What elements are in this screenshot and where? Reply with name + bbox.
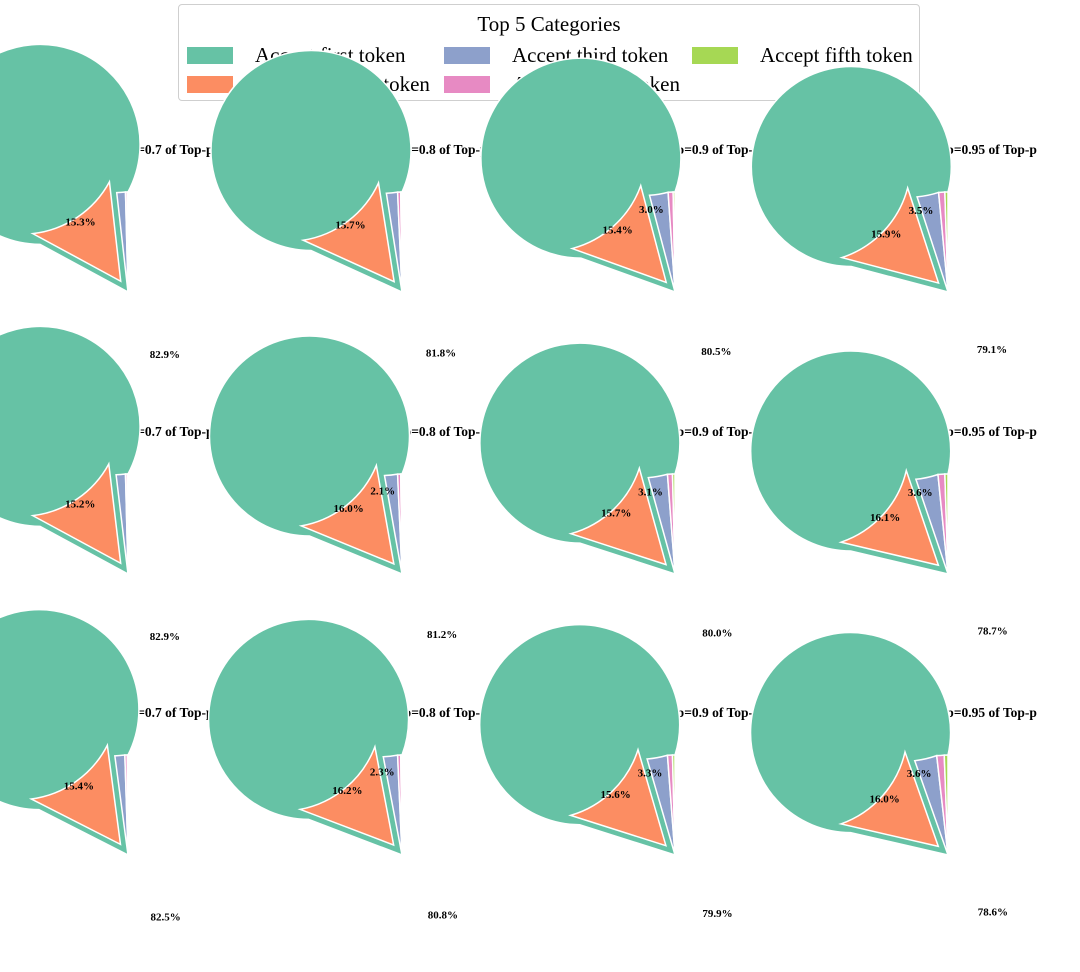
pie-label-first: 81.2% (427, 629, 457, 641)
pie-label-first: 81.8% (426, 348, 456, 360)
pie-chart-3: k=10 of Top-k, p=0.9 of Top-p80.5%15.4%3… (480, 57, 761, 358)
pie-label-third: 3.6% (907, 768, 932, 780)
pie-label-first: 78.6% (978, 906, 1008, 918)
pie-slice-fifth (126, 754, 129, 856)
pie-slice-fifth (399, 754, 403, 856)
pie-label-first: 82.9% (150, 631, 180, 643)
pie-chart-8: k=20 of Top-k, p=0.95 of Top-p78.7%16.1%… (749, 350, 1037, 637)
pie-slice-fifth (671, 754, 676, 856)
pie-slice-second (568, 465, 668, 566)
pie-slice-second (297, 744, 395, 847)
pie-label-third: 3.3% (638, 767, 663, 779)
pie-slice-first (0, 325, 141, 576)
pie-label-second: 15.4% (602, 224, 632, 236)
pie-label-second: 15.6% (601, 789, 631, 801)
legend-swatch-second (187, 75, 233, 93)
pie-slice-second (569, 183, 668, 284)
pie-chart-4: k=10 of Top-k, p=0.95 of Top-p79.1%15.9%… (750, 65, 1037, 356)
pie-label-third: 3.5% (909, 205, 934, 217)
pie-slice-fifth (944, 473, 949, 575)
pie-label-third: 3.0% (639, 204, 664, 216)
legend-label-fifth: Accept fifth token (760, 42, 913, 67)
legend-swatch-fifth (692, 46, 738, 64)
pie-label-second: 16.0% (334, 503, 364, 515)
pie-label-first: 82.5% (150, 911, 180, 923)
pie-slice-second (839, 185, 940, 285)
legend-swatch-first (187, 46, 233, 64)
pie-label-first: 79.1% (977, 344, 1007, 356)
pie-label-third: 3.6% (908, 487, 933, 499)
pie-slice-fifth (399, 473, 403, 575)
pie-chart-6: k=20 of Top-k, p=0.8 of Top-p81.2%16.0%2… (208, 335, 488, 641)
pie-label-first: 78.7% (978, 625, 1008, 637)
pie-chart-9: k=40 of Top-k, p=0.7 of Top-p82.5%15.4% (0, 608, 214, 923)
pie-label-second: 15.7% (601, 508, 631, 520)
pie-label-first: 80.8% (428, 909, 458, 921)
pie-slice-fifth (126, 191, 129, 293)
pie-slice-fifth (943, 754, 949, 856)
pie-slice-fifth (671, 473, 676, 575)
legend-swatch-fourth (444, 75, 490, 93)
pie-slice-first (0, 43, 141, 294)
pie-label-second: 16.1% (870, 512, 900, 524)
pie-slice-second (300, 180, 396, 283)
pie-label-third: 3.1% (638, 486, 663, 498)
pie-label-third: 2.1% (370, 486, 395, 498)
pie-chart-7: k=20 of Top-k, p=0.9 of Top-p80.0%15.7%3… (479, 342, 761, 639)
pie-label-first: 82.9% (150, 349, 180, 361)
pie-label-first: 80.5% (701, 346, 731, 358)
pie-label-second: 15.9% (871, 229, 901, 241)
legend-item-fifth: Accept fifth token (692, 42, 913, 68)
pie-slice-second (298, 462, 395, 566)
pie-label-third: 2.3% (370, 767, 395, 779)
pie-chart-10: k=40 of Top-k, p=0.8 of Top-p80.8%16.2%2… (207, 618, 488, 921)
pie-slice-second (30, 461, 122, 565)
pie-label-second: 16.0% (869, 793, 899, 805)
pie-slice-fifth (399, 191, 403, 293)
pie-chart-5: k=20 of Top-k, p=0.7 of Top-p82.9%15.2% (0, 325, 214, 643)
legend-title: Top 5 Categories (477, 12, 621, 36)
legend-swatch-third (444, 46, 490, 64)
pie-slice-second (568, 747, 668, 847)
pie-slice-fifth (126, 473, 129, 575)
pie-chart-1: k=10 of Top-k, p=0.7 of Top-p82.9%15.3% (0, 43, 214, 361)
pie-slice-second (28, 742, 122, 846)
pie-label-first: 80.0% (702, 627, 732, 639)
pie-slice-fifth (944, 191, 949, 293)
pie-label-second: 15.2% (65, 499, 95, 511)
pie-slice-fifth (672, 191, 676, 293)
pie-chart-11: k=40 of Top-k, p=0.9 of Top-p79.9%15.6%3… (478, 623, 761, 920)
pie-slice-second (30, 179, 122, 283)
pie-label-second: 16.2% (332, 785, 362, 797)
pie-slice-second (838, 749, 940, 848)
pie-slice-second (838, 467, 940, 567)
pie-label-second: 15.3% (65, 217, 95, 229)
pie-label-first: 79.9% (702, 908, 732, 920)
pie-chart-12: k=40 of Top-k, p=0.95 of Top-p78.6%16.0%… (749, 631, 1037, 918)
pie-label-second: 15.4% (64, 781, 94, 793)
pie-label-second: 15.7% (335, 219, 365, 231)
pie-chart-2: k=10 of Top-k, p=0.8 of Top-p81.8%15.7% (210, 49, 488, 360)
